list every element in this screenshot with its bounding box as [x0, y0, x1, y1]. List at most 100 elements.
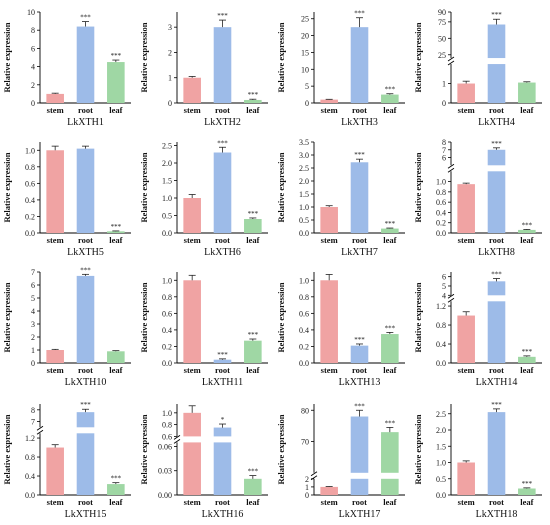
y-tick-label: 0.0	[436, 359, 446, 368]
bar-stem	[183, 280, 201, 363]
x-tick-label: leaf	[109, 105, 122, 115]
x-tick-label: stem	[47, 365, 64, 375]
y-tick-label: 0.4	[299, 326, 309, 335]
y-tick-label: 0.0	[162, 229, 172, 238]
bar-stem	[46, 93, 64, 103]
bar-root	[76, 412, 95, 495]
chart-panel: 0.0 0.4 0.8 1.2 7 8 Relative expression stem ***…	[2, 401, 131, 520]
chart-title: LkXTH5	[67, 247, 104, 258]
y-tick-label: 2.0	[299, 177, 309, 186]
x-tick-label: stem	[184, 105, 201, 115]
x-tick-label: root	[78, 235, 93, 245]
bar-root	[213, 427, 232, 495]
chart-title: LkXTH18	[476, 509, 518, 520]
bar-break-gap	[349, 472, 370, 479]
y-tick-label: 0	[31, 359, 35, 368]
y-tick-label: 0.5	[299, 216, 309, 225]
y-tick-label: 0.2	[162, 342, 172, 351]
x-tick-label: leaf	[520, 497, 533, 507]
bar-root	[213, 152, 232, 233]
x-tick-label: root	[215, 497, 230, 507]
significance-mark: ***	[491, 11, 502, 19]
chart-title: LkXTH14	[476, 377, 518, 388]
chart-panel: 0.0 0.5 1.0 1.5 2.0 2.5 3.0 3.5 Relative express…	[276, 138, 405, 258]
axis-break-mark	[447, 60, 455, 66]
bar-leaf	[518, 229, 536, 233]
y-tick-label: 0.8	[299, 293, 309, 302]
y-tick-label: 0	[168, 99, 172, 108]
x-tick-label: stem	[184, 235, 201, 245]
y-tick-label: 1	[31, 346, 35, 355]
y-tick-label: 1.0	[299, 276, 309, 285]
y-axis-label: Relative expression	[413, 152, 423, 222]
y-tick-label: 20	[301, 32, 309, 41]
y-tick-label: 0.0	[436, 491, 446, 500]
y-axis-label: Relative expression	[2, 282, 12, 352]
y-tick-label: 7	[31, 268, 35, 277]
significance-mark: ***	[354, 10, 365, 18]
y-tick-label: 0.5	[436, 475, 446, 484]
bar-leaf	[107, 231, 125, 233]
bar-break-gap	[380, 472, 400, 479]
y-tick-label: 2.5	[162, 142, 172, 151]
y-tick-label: 6	[31, 44, 35, 53]
chart-panel: 0.0 0.4 0.8 1.2 456 Relative expression stem **…	[413, 271, 542, 388]
y-tick-label: 5	[442, 282, 446, 291]
y-tick-label: 0.8	[436, 188, 446, 197]
chart-title: LkXTH2	[204, 117, 241, 128]
y-tick-label: 0.5	[162, 212, 172, 221]
bar-leaf	[107, 351, 125, 363]
bar-break-gap	[212, 436, 233, 443]
bar-root	[350, 162, 369, 233]
y-axis-label: Relative expression	[276, 414, 286, 484]
chart-panel: 0 1 2 3 Relative expression stem *** root *** lea…	[139, 12, 268, 128]
y-tick-label: 2	[31, 333, 35, 342]
significance-mark: ***	[111, 475, 122, 483]
y-tick-label: 0.6	[299, 309, 309, 318]
x-tick-label: stem	[321, 235, 338, 245]
axis-break-mark	[36, 425, 44, 431]
y-tick-label: 0.4	[162, 326, 172, 335]
x-tick-label: leaf	[520, 365, 533, 375]
axis-break-mark	[310, 471, 318, 477]
y-tick-label: 3.5	[299, 138, 309, 147]
y-tick-label: 90	[438, 8, 446, 17]
y-tick-label: 8	[442, 138, 446, 147]
chart-panel: 0 1 2 3 4 5 6 7 Relative expression stem *** root le…	[2, 266, 131, 388]
axis-break-mark	[447, 163, 455, 169]
y-tick-label: 0.00	[158, 491, 172, 500]
x-tick-label: stem	[321, 105, 338, 115]
x-tick-label: stem	[47, 105, 64, 115]
x-tick-label: root	[489, 497, 504, 507]
y-tick-label: 50	[438, 34, 446, 43]
bar-root	[213, 27, 232, 104]
y-axis-label: Relative expression	[2, 414, 12, 484]
y-tick-label: 1.2	[25, 434, 35, 443]
bar-stem	[320, 280, 338, 363]
y-tick-label: 7	[442, 146, 446, 155]
y-axis-label: Relative expression	[139, 414, 149, 484]
y-tick-label: 1	[442, 80, 446, 89]
y-tick-label: 8	[31, 406, 35, 415]
y-tick-label: 0	[305, 491, 309, 500]
chart-panel: 0.00.2 0.40.60.81.0 678 Relative expression…	[413, 138, 542, 258]
y-tick-label: 2.5	[299, 164, 309, 173]
bar-stem	[457, 184, 475, 233]
x-tick-label: leaf	[383, 235, 396, 245]
significance-mark: ***	[385, 86, 396, 94]
bar-leaf	[381, 334, 399, 363]
bar-leaf	[244, 99, 262, 103]
significance-mark: ***	[385, 419, 396, 427]
bar-root	[213, 359, 232, 363]
y-axis-label: Relative expression	[2, 152, 12, 222]
bar-root	[487, 149, 506, 233]
x-tick-label: stem	[321, 497, 338, 507]
y-tick-label: 0.8	[25, 453, 35, 462]
y-tick-label: 1	[168, 74, 172, 83]
bar-leaf	[244, 478, 262, 495]
bar-root	[350, 345, 369, 363]
bar-break-gap	[486, 295, 507, 302]
x-tick-label: leaf	[109, 365, 122, 375]
y-tick-label: 0.2	[436, 219, 446, 228]
x-tick-label: root	[352, 365, 367, 375]
